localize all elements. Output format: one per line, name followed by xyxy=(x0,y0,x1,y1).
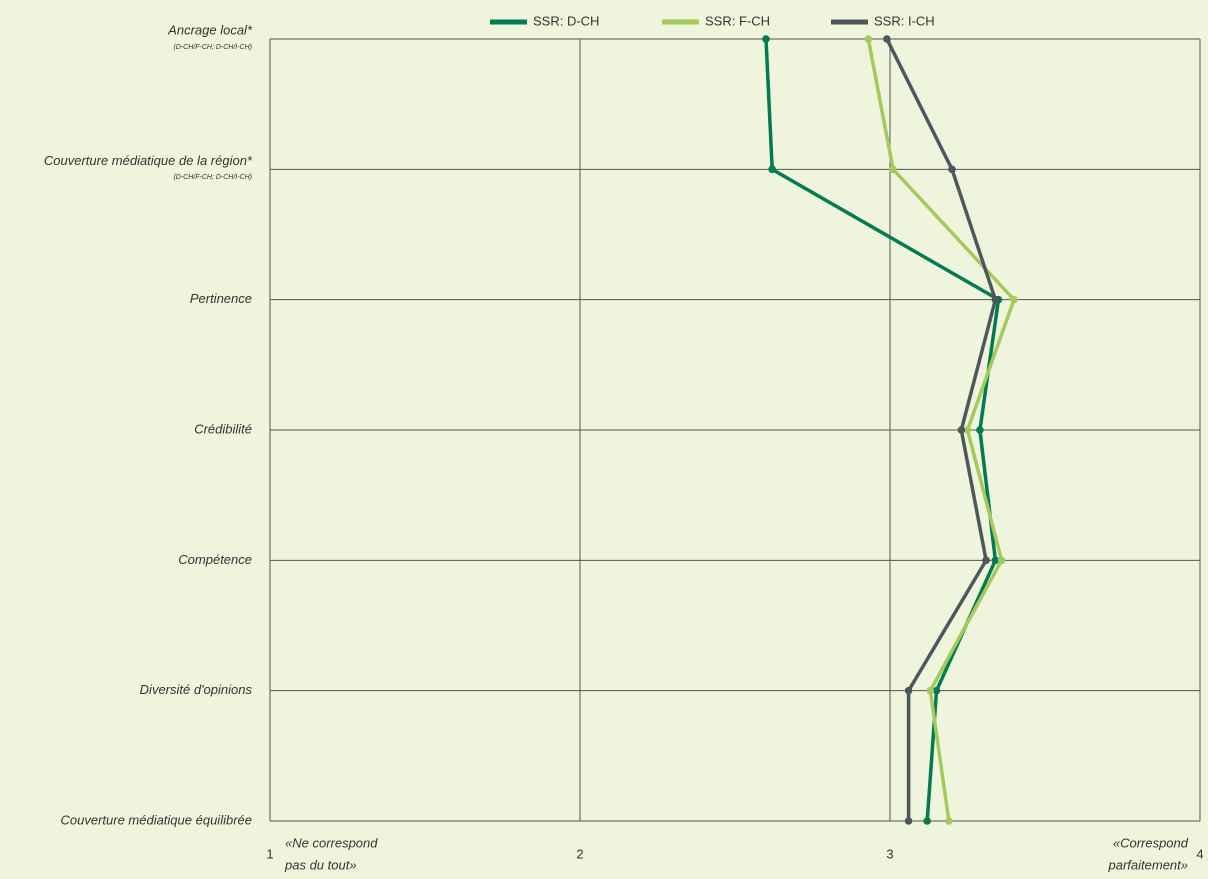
data-point xyxy=(926,686,935,695)
data-point xyxy=(945,817,953,825)
data-point xyxy=(991,295,1000,304)
data-point xyxy=(904,686,913,695)
data-point xyxy=(957,426,966,434)
y-tick-label: Ancrage local* xyxy=(167,22,253,37)
axis-annotation: parfaitement» xyxy=(1108,857,1189,872)
x-tick-label: 4 xyxy=(1196,846,1203,861)
x-tick-label: 1 xyxy=(266,846,273,861)
y-tick-label: Pertinence xyxy=(190,291,252,306)
y-tick-label: Crédibilité xyxy=(194,421,252,436)
data-point xyxy=(982,556,990,565)
data-point xyxy=(923,817,931,825)
category-note: (D-CH/F-CH; D-CH/I-CH) xyxy=(173,44,252,51)
y-tick-label: Diversité d'opinions xyxy=(140,682,253,697)
legend-label: SSR: D-CH xyxy=(533,13,599,28)
data-point xyxy=(768,165,776,174)
data-point xyxy=(932,686,941,695)
data-point xyxy=(904,817,913,825)
y-tick-label: Compétence xyxy=(178,552,252,567)
y-tick-label: Couverture médiatique équilibrée xyxy=(60,812,252,827)
data-point xyxy=(864,35,873,43)
data-point xyxy=(889,165,897,174)
data-point xyxy=(1010,295,1018,304)
data-point xyxy=(991,556,1000,565)
data-point xyxy=(997,556,1006,565)
data-point xyxy=(976,426,984,434)
data-point xyxy=(948,165,956,174)
data-point xyxy=(963,426,972,434)
y-tick-label: Couverture médiatique de la région* xyxy=(44,153,253,168)
legend-label: SSR: I-CH xyxy=(874,13,935,28)
axis-annotation: «Correspond xyxy=(1113,835,1189,850)
category-note: (D-CH/F-CH; D-CH/I-CH) xyxy=(173,174,252,181)
legend-label: SSR: F-CH xyxy=(705,13,770,28)
x-tick-label: 2 xyxy=(576,846,583,861)
data-point xyxy=(762,35,770,43)
axis-annotation: pas du tout» xyxy=(284,857,357,872)
data-point xyxy=(883,35,891,43)
x-tick-label: 3 xyxy=(886,846,893,861)
axis-annotation: «Ne correspond xyxy=(285,835,378,850)
